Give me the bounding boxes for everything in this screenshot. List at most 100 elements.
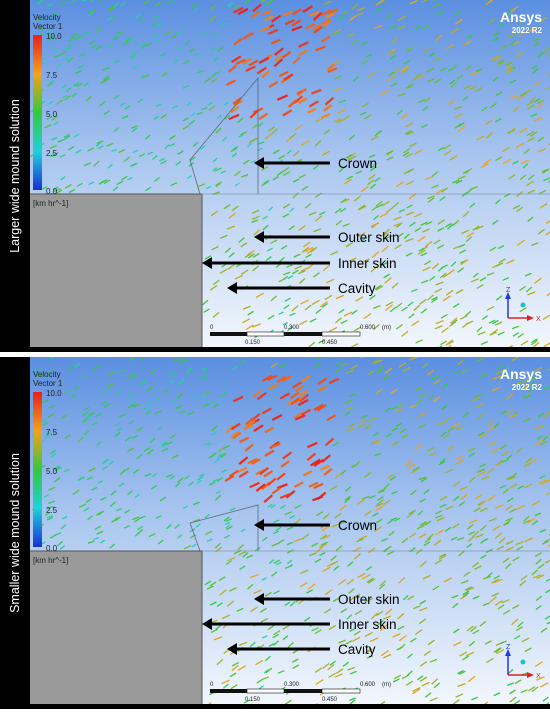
velocity-vector [370, 135, 379, 141]
velocity-vector [365, 565, 373, 571]
velocity-vector [371, 359, 379, 365]
velocity-vector [392, 633, 401, 638]
velocity-vector [306, 247, 315, 255]
velocity-vector [344, 399, 352, 404]
velocity-vector [384, 608, 393, 616]
velocity-vector [134, 531, 141, 537]
velocity-vector [316, 403, 327, 412]
legend-tick: 7.5 [46, 428, 58, 437]
velocity-vector [292, 664, 300, 669]
velocity-vector [469, 202, 476, 209]
velocity-vector [517, 332, 524, 339]
velocity-vector [157, 539, 164, 545]
velocity-vector [443, 577, 452, 583]
velocity-vector [523, 88, 532, 94]
velocity-vector [346, 406, 355, 411]
velocity-vector [251, 219, 259, 224]
velocity-vector [135, 13, 141, 18]
velocity-vector [432, 396, 441, 403]
legend-colorbar [33, 392, 42, 547]
velocity-vector [232, 431, 242, 440]
velocity-vector [421, 124, 428, 129]
velocity-vector [477, 413, 484, 420]
legend-tick: 10.0 [46, 32, 62, 41]
velocity-vector [382, 615, 391, 620]
velocity-vector [242, 305, 251, 310]
velocity-vector [74, 133, 80, 138]
velocity-vector [205, 530, 213, 536]
velocity-vector [188, 48, 196, 53]
velocity-vector [468, 640, 476, 647]
velocity-vector [102, 67, 110, 72]
velocity-vector [291, 269, 299, 275]
crown-outline [189, 76, 259, 195]
velocity-vector [253, 424, 264, 433]
velocity-vector [408, 313, 415, 319]
velocity-vector [57, 540, 64, 547]
velocity-vector [152, 155, 158, 160]
velocity-vector [348, 422, 356, 428]
velocity-vector [88, 12, 94, 17]
velocity-vector [280, 460, 290, 468]
velocity-vector [174, 481, 181, 488]
velocity-vector [242, 318, 251, 324]
velocity-vector [369, 183, 377, 190]
velocity-vector [273, 519, 280, 523]
velocity-vector [324, 589, 333, 596]
velocity-vector [400, 112, 409, 120]
velocity-vector [418, 98, 426, 104]
velocity-vector [467, 535, 475, 542]
velocity-vector [465, 651, 474, 657]
velocity-vector [531, 338, 538, 344]
velocity-vector [536, 676, 545, 681]
velocity-vector [145, 410, 152, 416]
velocity-vector [547, 368, 550, 371]
ansys-version: 2022 R2 [512, 383, 543, 392]
velocity-vector [244, 443, 254, 452]
velocity-vector [291, 305, 299, 312]
velocity-vector [421, 681, 430, 687]
velocity-vector [324, 96, 335, 106]
velocity-vector [354, 609, 363, 616]
velocity-vector [282, 203, 291, 209]
velocity-vector [519, 92, 528, 97]
velocity-vector [505, 409, 514, 416]
velocity-vector [263, 494, 274, 504]
velocity-vector [202, 299, 209, 306]
velocity-vector [224, 474, 235, 483]
velocity-vector [472, 595, 480, 600]
velocity-vector [361, 41, 368, 46]
velocity-vector [120, 175, 128, 181]
velocity-vector [403, 169, 411, 175]
velocity-vector [542, 168, 549, 174]
velocity-vector [361, 574, 371, 580]
velocity-vector [490, 102, 497, 109]
velocity-vector [406, 670, 413, 677]
velocity-vector [525, 457, 533, 464]
scale-bar-segment [284, 332, 322, 336]
velocity-vector [445, 339, 454, 346]
velocity-vector [539, 528, 547, 533]
velocity-vector [128, 357, 135, 362]
velocity-vector [496, 648, 505, 655]
velocity-vector [217, 46, 224, 52]
velocity-vector [476, 283, 484, 290]
velocity-vector [449, 79, 456, 85]
velocity-vector [184, 475, 190, 480]
velocity-vector [406, 653, 413, 659]
velocity-vector [209, 601, 217, 606]
velocity-vector [283, 271, 291, 276]
velocity-vector [533, 36, 541, 42]
legend-tick: 2.5 [46, 149, 58, 158]
velocity-vector [389, 476, 397, 481]
velocity-vector [505, 61, 513, 67]
velocity-vector [439, 503, 447, 508]
velocity-vector [512, 105, 520, 113]
velocity-vector [76, 36, 82, 41]
velocity-vector [398, 208, 406, 213]
mound-block [30, 194, 202, 352]
velocity-vector [109, 501, 116, 507]
velocity-vector [255, 292, 265, 299]
velocity-vector [252, 215, 260, 220]
velocity-vector [544, 538, 550, 543]
